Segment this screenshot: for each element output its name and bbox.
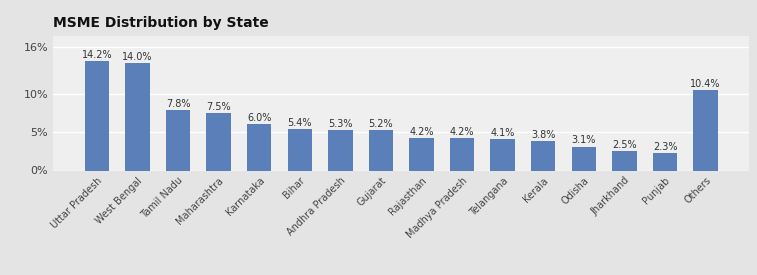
Bar [410,138,434,170]
Bar [288,129,312,170]
Bar [247,124,271,170]
Text: 5.4%: 5.4% [288,118,312,128]
Bar [531,141,556,170]
Bar [207,113,231,170]
Text: 4.2%: 4.2% [410,127,434,137]
Text: 6.0%: 6.0% [247,113,271,123]
Text: 5.2%: 5.2% [369,119,393,129]
Text: 14.0%: 14.0% [122,51,153,62]
Bar [125,63,150,170]
Bar [491,139,515,170]
Text: 4.1%: 4.1% [491,128,515,138]
Bar [166,111,190,170]
Text: 14.2%: 14.2% [82,50,112,60]
Text: 2.3%: 2.3% [653,142,678,152]
Bar [369,130,393,170]
Bar [653,153,678,170]
Bar [612,151,637,170]
Text: 10.4%: 10.4% [690,79,721,89]
Text: 4.2%: 4.2% [450,127,475,137]
Bar [572,147,596,170]
Text: 5.3%: 5.3% [328,119,353,128]
Text: 3.8%: 3.8% [531,130,556,140]
Bar [85,61,109,170]
Bar [450,138,475,170]
Text: 3.1%: 3.1% [572,136,596,145]
Text: 7.8%: 7.8% [166,99,190,109]
Bar [328,130,353,170]
Bar [693,90,718,170]
Text: 7.5%: 7.5% [206,101,231,112]
Text: 2.5%: 2.5% [612,140,637,150]
Text: MSME Distribution by State: MSME Distribution by State [53,16,269,31]
